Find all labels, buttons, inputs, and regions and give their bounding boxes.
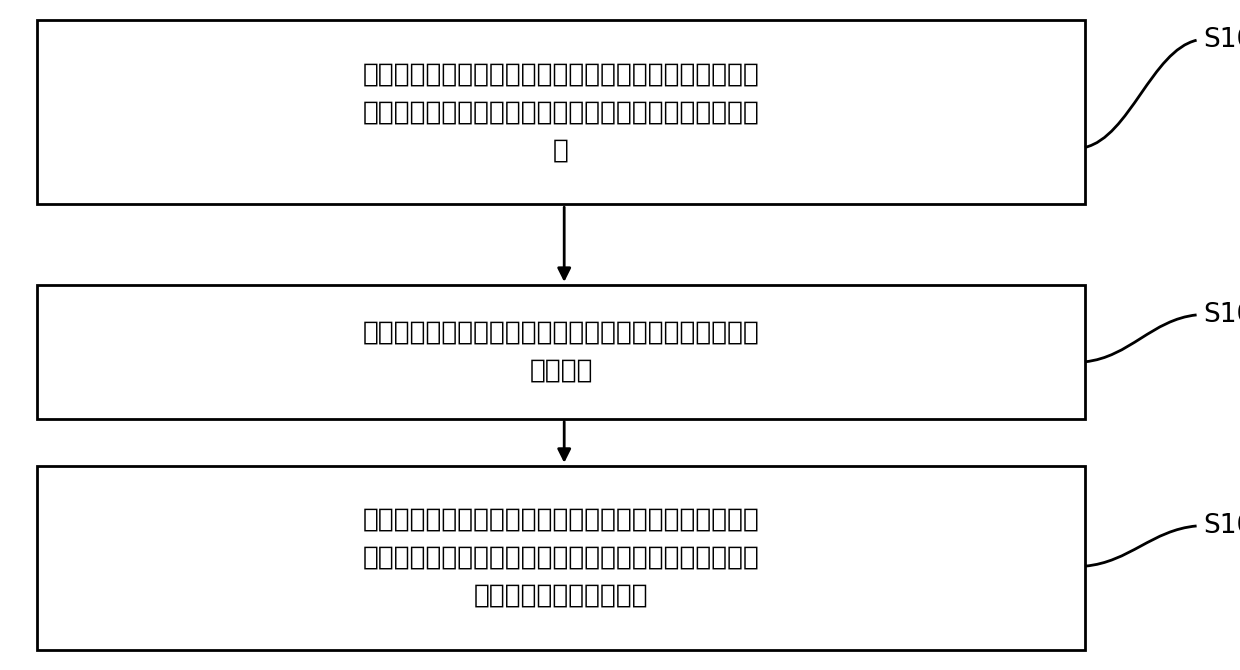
Text: 在发光点光源的移动过程中，获取发光点光源发出的光线
能够被接收点光源接收且该光线与卷带轮相切时的位置信
息: 在发光点光源的移动过程中，获取发光点光源发出的光线 能够被接收点光源接收且该光线… xyxy=(362,61,760,163)
FancyBboxPatch shape xyxy=(37,20,1085,204)
Text: 获取打印头的解析度，并根据打印头的解析度和卷带轮的
半径计算卷带轮的运行脉冲数，以便根据卷带轮的运行脉
冲数对色带移动进行控制: 获取打印头的解析度，并根据打印头的解析度和卷带轮的 半径计算卷带轮的运行脉冲数，… xyxy=(362,507,760,609)
Text: 获取打印机参数，并根据打印机参数和位置信息计算卷带
轮的半径: 获取打印机参数，并根据打印机参数和位置信息计算卷带 轮的半径 xyxy=(362,320,760,384)
Text: S101: S101 xyxy=(1203,27,1240,53)
Text: S103: S103 xyxy=(1203,513,1240,539)
FancyBboxPatch shape xyxy=(37,285,1085,419)
Text: S102: S102 xyxy=(1203,302,1240,328)
FancyBboxPatch shape xyxy=(37,466,1085,650)
